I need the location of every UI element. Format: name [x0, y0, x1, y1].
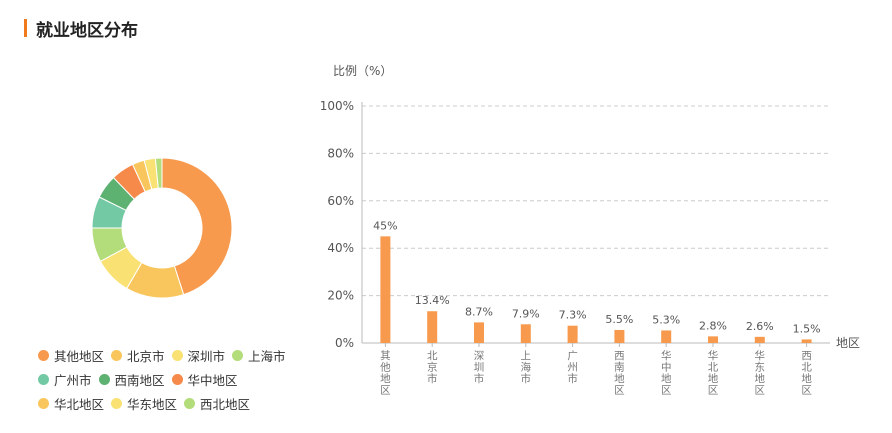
bar-value-label: 1.5%: [793, 322, 821, 335]
legend-label: 西北地区: [200, 396, 251, 412]
legend-dot-icon: [98, 373, 110, 385]
legend-dot-icon: [171, 349, 183, 361]
bar-value-label: 45%: [373, 219, 397, 232]
x-tick-label: 西南地区: [614, 350, 625, 397]
legend-row: 华北地区 华东地区 西北地区: [38, 393, 308, 413]
bar-6[interactable]: [661, 330, 672, 343]
legend-item[interactable]: 深圳市: [171, 346, 226, 365]
bar-value-label: 2.6%: [746, 320, 774, 333]
legend-label: 华东地区: [127, 396, 178, 412]
bar-value-label: 5.5%: [605, 313, 633, 326]
y-tick-label: 60%: [327, 194, 354, 208]
y-tick-label: 100%: [320, 99, 354, 113]
title-accent-bar: [24, 19, 27, 37]
legend-label: 西南地区: [114, 372, 165, 388]
legend-dot-icon: [184, 397, 196, 409]
y-tick-label: 80%: [327, 146, 354, 160]
y-tick-label: 20%: [327, 289, 354, 303]
bar-8[interactable]: [754, 336, 765, 343]
y-axis-label: 比例（%）: [333, 64, 392, 78]
legend-label: 上海市: [248, 348, 286, 364]
x-tick-label: 其他地区: [380, 350, 391, 397]
legend-item[interactable]: 华中地区: [171, 370, 238, 389]
legend-item[interactable]: 上海市: [232, 346, 286, 365]
bar-value-label: 7.9%: [512, 307, 540, 320]
legend-dot-icon: [232, 349, 244, 361]
bar-7[interactable]: [708, 336, 718, 343]
legend-dot-icon: [111, 397, 123, 409]
legend-label: 其他地区: [54, 348, 105, 364]
page-title: 就业地区分布: [36, 21, 138, 41]
donut-legend: 其他地区 北京市 深圳市 上海市广州市 西南地区 华中地区华北地区 华东地区 西北地区: [38, 345, 308, 417]
legend-item[interactable]: 西北地区: [184, 394, 250, 413]
legend-item[interactable]: 其他地区: [38, 346, 104, 365]
bar-2[interactable]: [474, 322, 484, 343]
legend-label: 华北地区: [54, 396, 105, 412]
y-tick-label: 40%: [327, 241, 354, 255]
bar-9[interactable]: [801, 339, 812, 343]
bar-5[interactable]: [614, 329, 625, 343]
bar-value-label: 5.3%: [652, 313, 680, 326]
x-tick-label: 西北地区: [801, 350, 812, 397]
legend-item[interactable]: 西南地区: [98, 370, 165, 389]
x-tick-label: 上海市: [521, 350, 532, 385]
bar-value-label: 7.3%: [559, 309, 587, 322]
bar-value-label: 13.4%: [415, 294, 450, 307]
x-tick-label: 华东地区: [755, 349, 766, 397]
x-tick-label: 华中地区: [661, 349, 672, 397]
donut-slice-9: [154, 157, 163, 189]
x-tick-label: 北京市: [427, 350, 438, 385]
legend-dot-icon: [111, 349, 123, 361]
legend-label: 深圳市: [187, 348, 226, 364]
legend-item[interactable]: 华东地区: [111, 394, 177, 413]
legend-dot-icon: [38, 397, 49, 409]
donut-chart: [91, 157, 233, 299]
legend-dot-icon: [171, 373, 183, 385]
legend-row: 其他地区 北京市 深圳市 上海市: [38, 345, 308, 365]
legend-item[interactable]: 广州市: [38, 370, 92, 389]
bar-value-label: 8.7%: [465, 305, 493, 318]
y-tick-label: 0%: [335, 336, 354, 350]
legend-label: 北京市: [127, 348, 165, 364]
legend-item[interactable]: 华北地区: [38, 394, 104, 413]
bar-value-label: 2.8%: [699, 319, 727, 332]
legend-dot-icon: [38, 349, 49, 361]
x-tick-label: 华北地区: [708, 349, 719, 397]
legend-dot-icon: [38, 373, 49, 385]
x-tick-label: 深圳市: [474, 350, 485, 385]
legend-label: 广州市: [54, 372, 92, 388]
bar-3[interactable]: [520, 324, 531, 343]
legend-row: 广州市 西南地区 华中地区: [38, 369, 308, 389]
x-tick-label: 广州市: [567, 350, 578, 385]
legend-label: 华中地区: [187, 372, 238, 388]
x-axis-label: 地区: [836, 336, 860, 350]
bar-1[interactable]: [427, 311, 438, 343]
donut-slice-0: [161, 157, 233, 296]
bar-4[interactable]: [567, 325, 578, 343]
bar-0[interactable]: [380, 236, 391, 343]
legend-item[interactable]: 北京市: [111, 346, 165, 365]
